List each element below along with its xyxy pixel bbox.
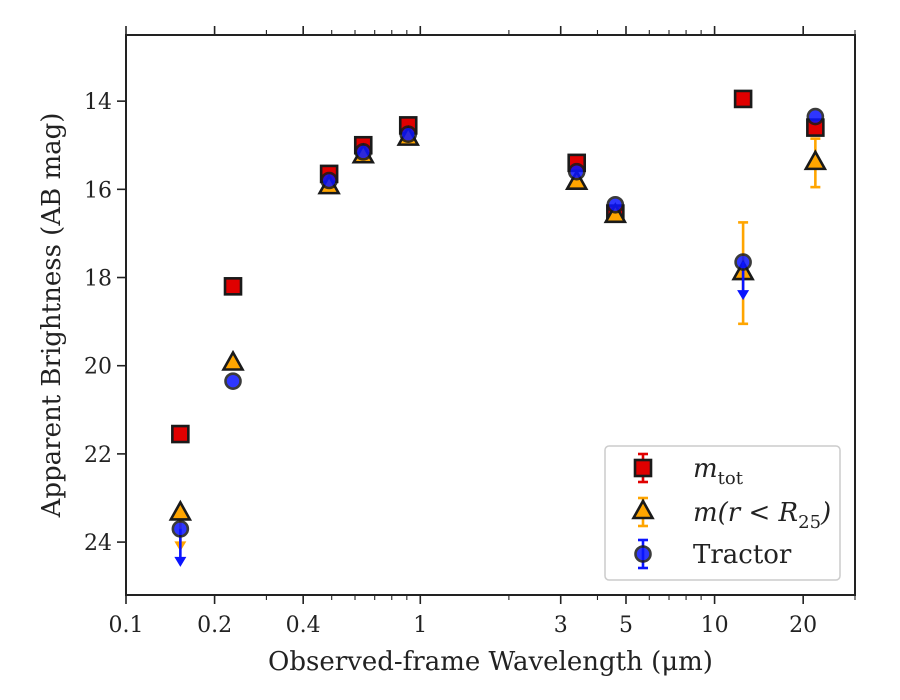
data-point-tractor — [734, 253, 752, 271]
ticks-layer: 0.1 0.2 0.4 1 3 5 10 20 14 16 18 20 22 24 — [84, 26, 856, 638]
legend: mtot m(r < R25) Tractor — [604, 445, 841, 581]
legend-label-main: m(r < R — [693, 498, 798, 528]
data-point-tractor — [320, 171, 338, 190]
legend-marker-m-r-lt-r25 — [631, 498, 655, 520]
data-layer — [168, 89, 828, 567]
data-point-m-r-lt-r25 — [803, 149, 828, 171]
x-tick-label: 20 — [789, 613, 817, 638]
upper-limit-head — [737, 290, 750, 301]
legend-label-m-tot: mtot — [693, 454, 744, 489]
data-point-m-tot — [171, 424, 190, 444]
y-tick-label: 16 — [84, 178, 112, 203]
data-point-m-r-lt-r25 — [221, 349, 245, 371]
legend-label-tractor: Tractor — [693, 540, 792, 570]
y-tick-label: 14 — [84, 90, 112, 115]
plot-frame — [125, 34, 856, 596]
y-tick-label: 18 — [84, 267, 112, 292]
upper-limit-head — [174, 556, 187, 567]
y-tick-label: 24 — [84, 531, 112, 556]
x-tick-label: 1 — [413, 613, 427, 638]
data-point-tractor — [606, 195, 625, 214]
data-point-tractor — [171, 520, 190, 538]
data-point-m-tot — [223, 277, 243, 296]
data-point-tractor — [567, 162, 586, 181]
x-tick-label: 3 — [554, 613, 568, 638]
data-point-tractor — [399, 125, 418, 144]
legend-marker-m-tot — [633, 458, 653, 478]
legend-box — [604, 445, 841, 581]
y-tick-label: 20 — [84, 355, 112, 380]
series-tractor — [171, 107, 825, 567]
x-tick-label: 10 — [701, 613, 729, 638]
data-point-m-tot — [733, 89, 753, 109]
legend-label-tail: ) — [820, 498, 831, 528]
data-point-tractor — [354, 143, 373, 161]
legend-label-subscript: tot — [718, 468, 744, 489]
y-axis-title: Apparent Brightness (AB mag) — [37, 113, 67, 519]
x-tick-label: 0.1 — [109, 613, 144, 638]
data-point-tractor — [806, 107, 825, 126]
legend-label-subscript: 25 — [798, 512, 821, 533]
x-axis-title: Observed-frame Wavelength (μm) — [268, 647, 713, 677]
legend-marker-tractor — [634, 545, 652, 563]
x-tick-label: 0.4 — [286, 613, 321, 638]
y-tick-label: 22 — [84, 443, 112, 468]
data-point-m-r-lt-r25 — [168, 499, 193, 521]
legend-label-m-r-lt-r25: m(r < R25) — [693, 498, 831, 533]
x-tick-label: 0.2 — [197, 613, 232, 638]
legend-label-main: m — [693, 454, 718, 484]
data-point-tractor — [224, 372, 242, 390]
x-tick-label: 5 — [619, 613, 633, 638]
